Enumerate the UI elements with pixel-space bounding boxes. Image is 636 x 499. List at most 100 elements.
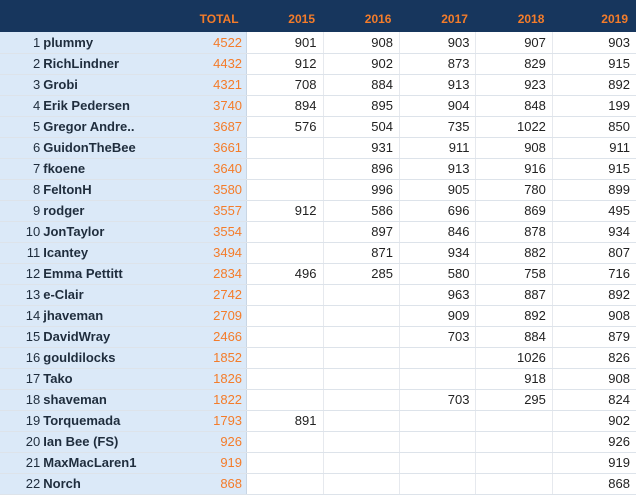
header-year-2017[interactable]: 2017: [441, 12, 468, 26]
player-name-cell[interactable]: jhaveman: [40, 305, 190, 327]
table-row[interactable]: 18 shaveman 1822 703 295 824: [0, 389, 636, 411]
rank-cell: 6: [0, 137, 41, 159]
header-year-2016[interactable]: 2016: [364, 12, 392, 26]
year-2015-cell: [246, 452, 323, 474]
year-2016-cell: [322, 326, 400, 348]
rank-cell: 5: [0, 116, 41, 138]
table-row[interactable]: 11 Icantey 3494 871 934 882 807: [0, 242, 636, 264]
year-2019-cell: 892: [551, 284, 636, 306]
year-2015-cell: [246, 284, 323, 306]
table-row[interactable]: 15 DavidWray 2466 703 884 879: [0, 326, 636, 348]
player-name-cell[interactable]: fkoene: [40, 158, 190, 180]
table-header: TOTAL 2015 2016 2017 2018 2019: [0, 0, 636, 32]
player-name-cell[interactable]: Torquemada: [40, 410, 190, 432]
header-year-2019[interactable]: 2019: [601, 12, 628, 26]
year-2019-cell: 199: [551, 95, 636, 117]
total-cell: 3554: [189, 221, 248, 243]
year-2018-cell: 916: [475, 158, 553, 180]
year-2015-cell: 576: [246, 116, 323, 138]
total-cell: 2742: [189, 284, 248, 306]
player-name-cell[interactable]: e-Clair: [40, 284, 190, 306]
total-cell: 3494: [189, 242, 248, 264]
player-name-cell[interactable]: Icantey: [40, 242, 190, 264]
table-row[interactable]: 8 FeltonH 3580 996 905 780 899: [0, 179, 636, 201]
table-row[interactable]: 6 GuidonTheBee 3661 931 911 908 911: [0, 137, 636, 159]
table-row[interactable]: 22 Norch 868 868: [0, 473, 636, 495]
table-row[interactable]: 2 RichLindner 4432 912 902 873 829 915: [0, 53, 636, 75]
year-2019-cell: 495: [551, 200, 636, 222]
year-2018-cell: 1022: [475, 116, 553, 138]
table-row[interactable]: 1 plummy 4522 901 908 903 907 903: [0, 32, 636, 54]
table-row[interactable]: 19 Torquemada 1793 891 902: [0, 410, 636, 432]
table-row[interactable]: 20 Ian Bee (FS) 926 926: [0, 431, 636, 453]
total-cell: 3557: [189, 200, 248, 222]
year-2019-cell: 908: [551, 368, 636, 390]
year-2019-cell: 879: [551, 326, 636, 348]
year-2019-cell: 926: [551, 431, 636, 453]
table-row[interactable]: 9 rodger 3557 912 586 696 869 495: [0, 200, 636, 222]
year-2015-cell: [246, 137, 323, 159]
table-row[interactable]: 4 Erik Pedersen 3740 894 895 904 848 199: [0, 95, 636, 117]
table-row[interactable]: 7 fkoene 3640 896 913 916 915: [0, 158, 636, 180]
year-2015-cell: [246, 242, 323, 264]
year-2017-cell: 696: [398, 200, 476, 222]
table-row[interactable]: 17 Tako 1826 918 908: [0, 368, 636, 390]
year-2018-cell: 878: [475, 221, 553, 243]
table-row[interactable]: 13 e-Clair 2742 963 887 892: [0, 284, 636, 306]
player-name-cell[interactable]: GuidonTheBee: [40, 137, 190, 159]
table-row[interactable]: 3 Grobi 4321 708 884 913 923 892: [0, 74, 636, 96]
player-name-cell[interactable]: DavidWray: [40, 326, 190, 348]
player-name-cell[interactable]: MaxMacLaren1: [40, 452, 190, 474]
rank-cell: 16: [0, 347, 41, 369]
year-2018-cell: 887: [475, 284, 553, 306]
player-name-cell[interactable]: Gregor Andre..: [40, 116, 190, 138]
total-cell: 1826: [189, 368, 248, 390]
table-row[interactable]: 12 Emma Pettitt 2834 496 285 580 758 716: [0, 263, 636, 285]
header-year-2015[interactable]: 2015: [288, 12, 315, 26]
year-2017-cell: [398, 452, 476, 474]
year-2016-cell: 285: [322, 263, 400, 285]
table-row[interactable]: 14 jhaveman 2709 909 892 908: [0, 305, 636, 327]
year-2015-cell: 496: [246, 263, 323, 285]
player-name-cell[interactable]: Emma Pettitt: [40, 263, 190, 285]
header-rank: [0, 0, 40, 32]
total-cell: 1822: [189, 389, 248, 411]
table-row[interactable]: 21 MaxMacLaren1 919 919: [0, 452, 636, 474]
year-2018-cell: 907: [475, 32, 553, 54]
total-cell: 2466: [189, 326, 248, 348]
header-total[interactable]: TOTAL: [199, 12, 239, 26]
total-cell: 919: [189, 452, 248, 474]
year-2019-cell: 915: [551, 158, 636, 180]
player-name-cell[interactable]: Erik Pedersen: [40, 95, 190, 117]
player-name-cell[interactable]: Ian Bee (FS): [40, 431, 190, 453]
year-2017-cell: 873: [398, 53, 476, 75]
table-row[interactable]: 16 gouldilocks 1852 1026 826: [0, 347, 636, 369]
year-2018-cell: [475, 473, 553, 495]
player-name-cell[interactable]: gouldilocks: [40, 347, 190, 369]
player-name-cell[interactable]: Norch: [40, 473, 190, 495]
player-name-cell[interactable]: Tako: [40, 368, 190, 390]
year-2019-cell: 868: [551, 473, 636, 495]
year-2019-cell: 899: [551, 179, 636, 201]
year-2016-cell: 871: [322, 242, 400, 264]
player-name-cell[interactable]: plummy: [40, 32, 190, 54]
player-name-cell[interactable]: shaveman: [40, 389, 190, 411]
player-name-cell[interactable]: FeltonH: [40, 179, 190, 201]
rank-cell: 7: [0, 158, 41, 180]
header-year-2018[interactable]: 2018: [517, 12, 545, 26]
player-name-cell[interactable]: JonTaylor: [40, 221, 190, 243]
player-name-cell[interactable]: RichLindner: [40, 53, 190, 75]
year-2017-cell: [398, 473, 476, 495]
year-2018-cell: 892: [475, 305, 553, 327]
year-2016-cell: [322, 389, 400, 411]
table-row[interactable]: 10 JonTaylor 3554 897 846 878 934: [0, 221, 636, 243]
year-2018-cell: [475, 431, 553, 453]
player-name-cell[interactable]: Grobi: [40, 74, 190, 96]
player-name-cell[interactable]: rodger: [40, 200, 190, 222]
year-2016-cell: 884: [322, 74, 400, 96]
total-cell: 3640: [189, 158, 248, 180]
year-2018-cell: 869: [475, 200, 553, 222]
year-2016-cell: 896: [322, 158, 400, 180]
table-row[interactable]: 5 Gregor Andre.. 3687 576 504 735 1022 850: [0, 116, 636, 138]
